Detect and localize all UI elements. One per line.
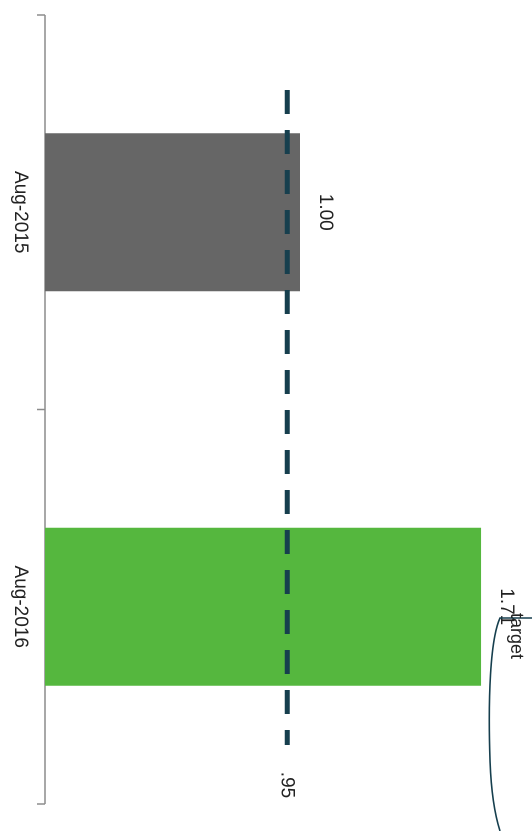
bar-aug-2015 [45,133,300,292]
callout-text: target [507,613,527,659]
value-label: 1.71 [496,588,517,625]
callout-bubble [488,617,532,831]
category-label: Aug-2015 [10,171,31,253]
category-label: Aug-2016 [10,566,31,648]
bar-aug-2016 [45,527,482,686]
value-label: 1.00 [315,194,336,231]
target-line-label: .95 [276,772,297,798]
